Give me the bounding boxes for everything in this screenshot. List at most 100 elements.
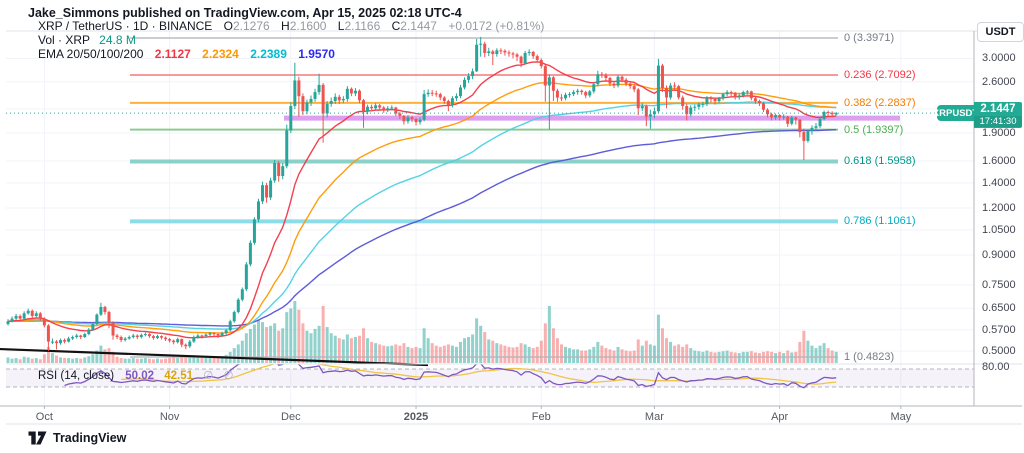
- tradingview-logo-icon: [28, 431, 47, 445]
- candle-body: [705, 98, 709, 104]
- price-tick-label: 1.0500: [982, 223, 1016, 236]
- volume-bar: [42, 354, 46, 363]
- candle-body: [325, 103, 329, 114]
- volume-bar: [63, 358, 67, 363]
- price-tick-label: 1.4000: [982, 176, 1016, 189]
- candle-body: [414, 118, 418, 123]
- tradingview-watermark[interactable]: TradingView: [28, 431, 126, 445]
- candle-body: [685, 106, 689, 115]
- candle-body: [814, 126, 818, 128]
- candle-body: [438, 94, 442, 98]
- volume-bar: [236, 344, 240, 363]
- volume-bar: [600, 345, 604, 363]
- candle-body: [115, 335, 119, 338]
- candle-body: [733, 92, 737, 97]
- volume-bar: [107, 348, 111, 363]
- candle-body: [608, 77, 612, 84]
- candle-body: [220, 333, 224, 336]
- candle-body: [180, 339, 184, 345]
- candle-body: [248, 242, 252, 265]
- candle-body: [737, 95, 741, 97]
- candle-body: [111, 322, 115, 336]
- candle-body: [54, 341, 58, 344]
- candle-body: [665, 88, 669, 98]
- volume-bar: [269, 325, 273, 363]
- volume-bar: [127, 358, 131, 363]
- volume-bar: [471, 334, 475, 363]
- candle-body: [576, 90, 580, 93]
- volume-bar: [18, 359, 22, 363]
- volume-bar: [196, 356, 200, 363]
- volume-bar: [475, 318, 479, 363]
- volume-bar: [38, 359, 42, 363]
- candle-body: [628, 83, 632, 87]
- volume-bar: [527, 346, 531, 363]
- candle-body: [790, 117, 794, 124]
- candle-body: [467, 76, 471, 80]
- ema100-value: 2.2389: [250, 47, 287, 61]
- candle-body: [539, 59, 543, 67]
- volume-bar: [660, 328, 664, 363]
- volume-bar: [826, 348, 830, 363]
- volume-bar: [374, 343, 378, 363]
- candle-body: [798, 119, 802, 133]
- volume-bar: [216, 357, 220, 363]
- volume-bar: [54, 355, 58, 363]
- candle-body: [527, 51, 531, 53]
- candle-body: [337, 96, 341, 101]
- candle-body: [757, 101, 761, 104]
- volume-bar: [648, 344, 652, 363]
- volume-bar: [406, 346, 410, 363]
- candle-body: [147, 334, 151, 337]
- volume-bar: [329, 333, 333, 363]
- candle-body: [269, 180, 273, 198]
- candle-body: [164, 337, 168, 340]
- volume-bar: [208, 356, 212, 363]
- candle-body: [228, 321, 232, 331]
- fib-label-1: 1 (0.4823): [844, 351, 895, 363]
- volume-bar: [164, 358, 168, 363]
- candle-body: [584, 92, 588, 96]
- change-value: +0.0172 (+0.81%): [448, 19, 545, 33]
- volume-bar: [458, 341, 462, 363]
- symbol-price-tag[interactable]: XRPUSDT: [933, 105, 978, 122]
- volume-bar: [507, 346, 511, 363]
- currency-toggle[interactable]: USDT: [977, 22, 1024, 42]
- volume-bar: [382, 345, 386, 363]
- candle-body: [22, 313, 26, 319]
- candle-body: [458, 87, 462, 97]
- candle-body: [313, 92, 317, 99]
- volume-bar: [30, 358, 34, 363]
- candle-body: [285, 130, 289, 167]
- candle-body: [794, 117, 798, 120]
- bar-countdown: 17:41:30: [974, 116, 1022, 128]
- volume-bar: [689, 348, 693, 363]
- volume-bar: [454, 346, 458, 363]
- volume-bar: [22, 356, 26, 363]
- candle-body: [127, 337, 131, 339]
- volume-bar: [511, 347, 515, 363]
- candle-body: [507, 52, 511, 54]
- volume-bar: [656, 314, 660, 363]
- volume-bar: [450, 345, 454, 363]
- volume-bar: [483, 332, 487, 363]
- candle-body: [261, 185, 265, 202]
- volume-bar: [200, 357, 204, 363]
- volume-bar: [576, 349, 580, 363]
- candle-body: [519, 56, 523, 64]
- volume-bar: [345, 334, 349, 363]
- ema-legend-row: EMA 20/50/100/200 2.1127 2.2324 2.2389 1…: [38, 47, 335, 61]
- candle-body: [426, 92, 430, 95]
- candle-body: [761, 103, 765, 110]
- volume-bar: [325, 327, 329, 363]
- volume-bar: [370, 341, 374, 363]
- volume-bar: [620, 349, 624, 363]
- candle-body: [349, 88, 353, 94]
- volume-bar: [79, 358, 83, 363]
- volume-bar: [814, 348, 818, 363]
- time-axis-label: Oct: [35, 411, 53, 423]
- candle-body: [834, 113, 838, 115]
- volume-bar: [357, 335, 361, 363]
